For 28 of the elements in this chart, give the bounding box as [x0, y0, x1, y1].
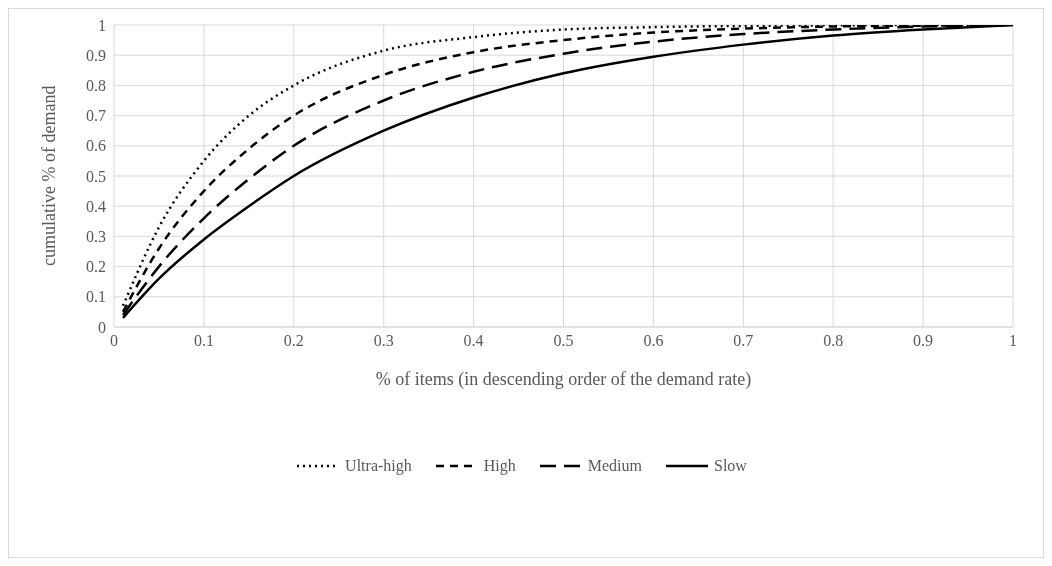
- x-tick-label: 0.5: [553, 332, 574, 350]
- y-tick-label: 0.1: [86, 288, 106, 306]
- x-tick-label: 1: [1009, 332, 1017, 350]
- y-tick-label: 0.9: [86, 46, 106, 64]
- y-tick-label: 0.5: [86, 167, 106, 185]
- x-tick-label: 0.6: [643, 332, 664, 350]
- y-axis-title: cumulative % of demand: [39, 85, 60, 266]
- x-tick-label: 0.4: [463, 332, 484, 350]
- legend-label: Slow: [713, 457, 747, 475]
- legend-label: Medium: [587, 457, 642, 475]
- y-tick-label: 1: [98, 16, 106, 34]
- x-tick-label: 0.3: [373, 332, 394, 350]
- y-tick-label: 0: [98, 318, 106, 336]
- x-axis-title: % of items (in descending order of the demand rate): [375, 369, 752, 390]
- y-tick-label: 0.7: [86, 107, 106, 125]
- legend-label: Ultra-high: [345, 457, 412, 475]
- y-tick-label: 0.3: [86, 228, 106, 246]
- x-tick-label: 0.9: [913, 332, 934, 350]
- y-tick-label: 0.6: [86, 137, 106, 155]
- x-tick-label: 0: [110, 332, 118, 350]
- x-tick-label: 0.2: [283, 332, 304, 350]
- y-tick-label: 0.4: [86, 197, 106, 215]
- x-tick-label: 0.8: [823, 332, 844, 350]
- y-tick-label: 0.8: [86, 77, 106, 95]
- x-tick-label: 0.7: [733, 332, 754, 350]
- x-tick-label: 0.1: [193, 332, 214, 350]
- legend-label: High: [483, 457, 516, 475]
- y-tick-label: 0.2: [86, 258, 106, 276]
